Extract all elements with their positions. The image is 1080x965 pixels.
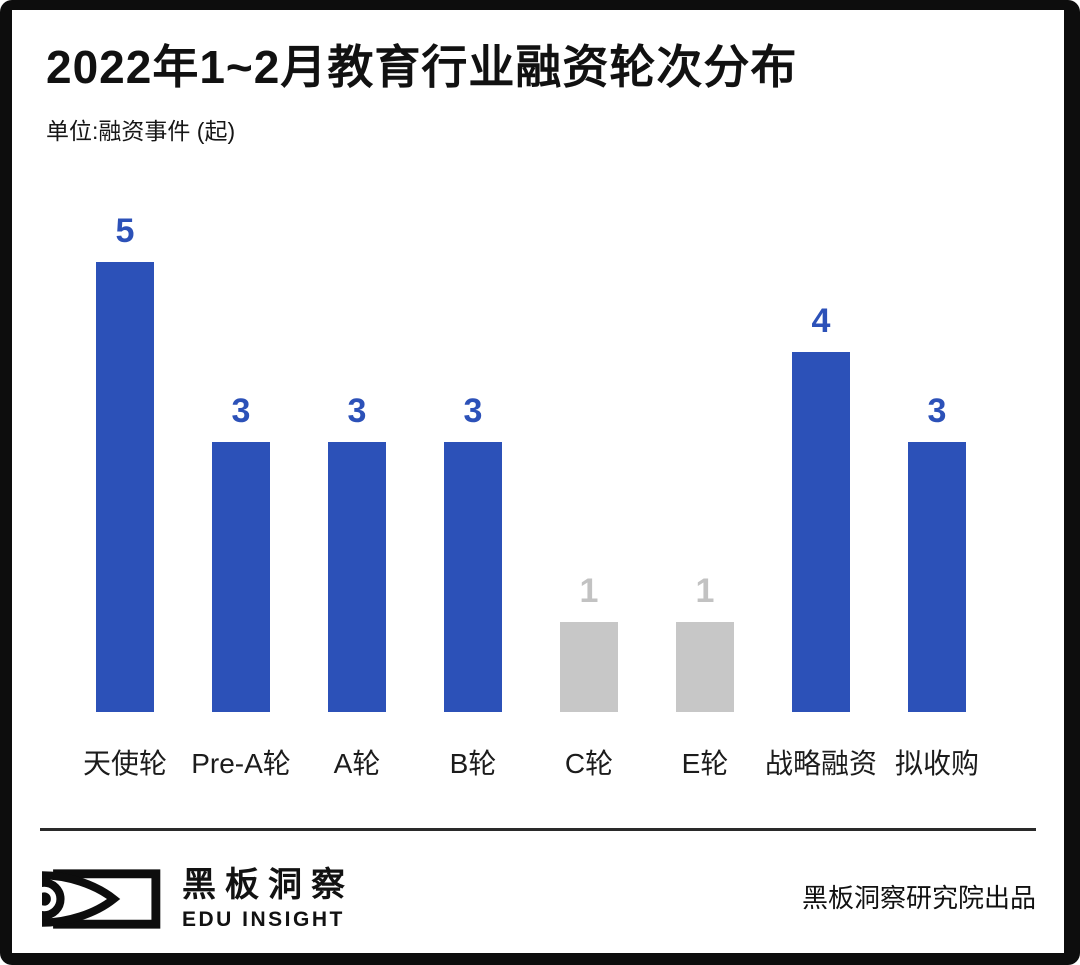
- bar: [908, 442, 966, 713]
- bar: [444, 442, 502, 713]
- bar-group: 5: [67, 212, 183, 713]
- infographic-page: 2022年1~2月教育行业融资轮次分布 单位:融资事件 (起) 5 3 3 3 1 1 4 3…: [12, 10, 1064, 953]
- bar-chart: 5 3 3 3 1 1 4 3 天使轮 Pre-A轮 A轮 B轮 C轮 E轮 战略融资 拟收购: [12, 200, 1064, 782]
- category-label: B轮: [449, 748, 497, 780]
- bar-value-label: 3: [927, 392, 947, 431]
- bar-value-label: 1: [695, 572, 715, 611]
- category-label: A轮: [333, 748, 381, 780]
- header: 2022年1~2月教育行业融资轮次分布 单位:融资事件 (起): [12, 10, 1064, 146]
- chart-bars: 5 3 3 3 1 1 4 3: [12, 200, 1064, 713]
- bar-group: 1: [647, 572, 763, 713]
- category-label: E轮: [681, 748, 729, 780]
- eye-logo-icon: [42, 869, 161, 929]
- footer-divider: [40, 828, 1036, 832]
- brand-text: 黑板洞察 EDU INSIGHT: [182, 865, 354, 932]
- bar-group: 3: [415, 392, 531, 713]
- bar-group: 3: [879, 392, 995, 713]
- bar: [96, 262, 154, 713]
- chart-category-axis: 天使轮 Pre-A轮 A轮 B轮 C轮 E轮 战略融资 拟收购: [12, 742, 1064, 782]
- bar-group: 4: [763, 302, 879, 713]
- footer: 黑板洞察 EDU INSIGHT 黑板洞察研究院出品: [42, 865, 1036, 933]
- bar-value-label: 5: [115, 212, 135, 251]
- unit-label: 单位:融资事件 (起): [46, 118, 236, 145]
- bar-value-label: 3: [463, 392, 483, 431]
- bar-group: 3: [299, 392, 415, 713]
- bar: [328, 442, 386, 713]
- bar-value-label: 3: [231, 392, 251, 431]
- bar-group: 3: [183, 392, 299, 713]
- category-label: 拟收购: [894, 748, 979, 780]
- bar: [792, 352, 850, 713]
- bar: [676, 622, 734, 713]
- bar-value-label: 4: [811, 302, 831, 341]
- page-title: 2022年1~2月教育行业融资轮次分布: [46, 41, 798, 93]
- bar-value-label: 3: [347, 392, 367, 431]
- bar-group: 1: [531, 572, 647, 713]
- category-label: Pre-A轮: [191, 748, 291, 780]
- category-label: 天使轮: [82, 748, 167, 780]
- category-label: 战略融资: [764, 748, 877, 780]
- bar: [212, 442, 270, 713]
- brand-name-en: EDU INSIGHT: [182, 907, 345, 931]
- brand-logo: 黑板洞察 EDU INSIGHT: [42, 865, 354, 933]
- bar: [560, 622, 618, 713]
- category-label: C轮: [564, 748, 614, 780]
- bar-value-label: 1: [579, 572, 599, 611]
- credit-text: 黑板洞察研究院出品: [801, 882, 1036, 913]
- brand-name-cn: 黑板洞察: [182, 865, 354, 904]
